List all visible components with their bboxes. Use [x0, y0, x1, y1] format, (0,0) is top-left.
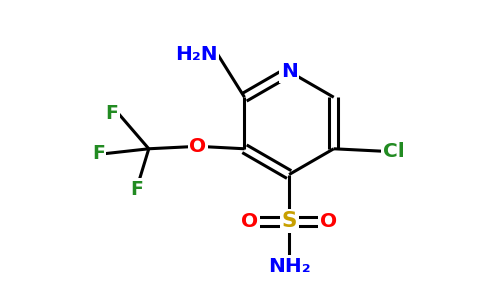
Text: F: F: [92, 144, 105, 163]
Text: F: F: [106, 104, 119, 123]
Text: NH₂: NH₂: [268, 257, 310, 276]
Text: S: S: [281, 211, 297, 231]
Text: Cl: Cl: [383, 142, 405, 161]
Text: O: O: [189, 137, 207, 156]
Text: F: F: [130, 179, 143, 199]
Text: O: O: [320, 212, 337, 231]
Text: N: N: [281, 62, 298, 81]
Text: O: O: [242, 212, 258, 231]
Text: H₂N: H₂N: [175, 45, 217, 64]
